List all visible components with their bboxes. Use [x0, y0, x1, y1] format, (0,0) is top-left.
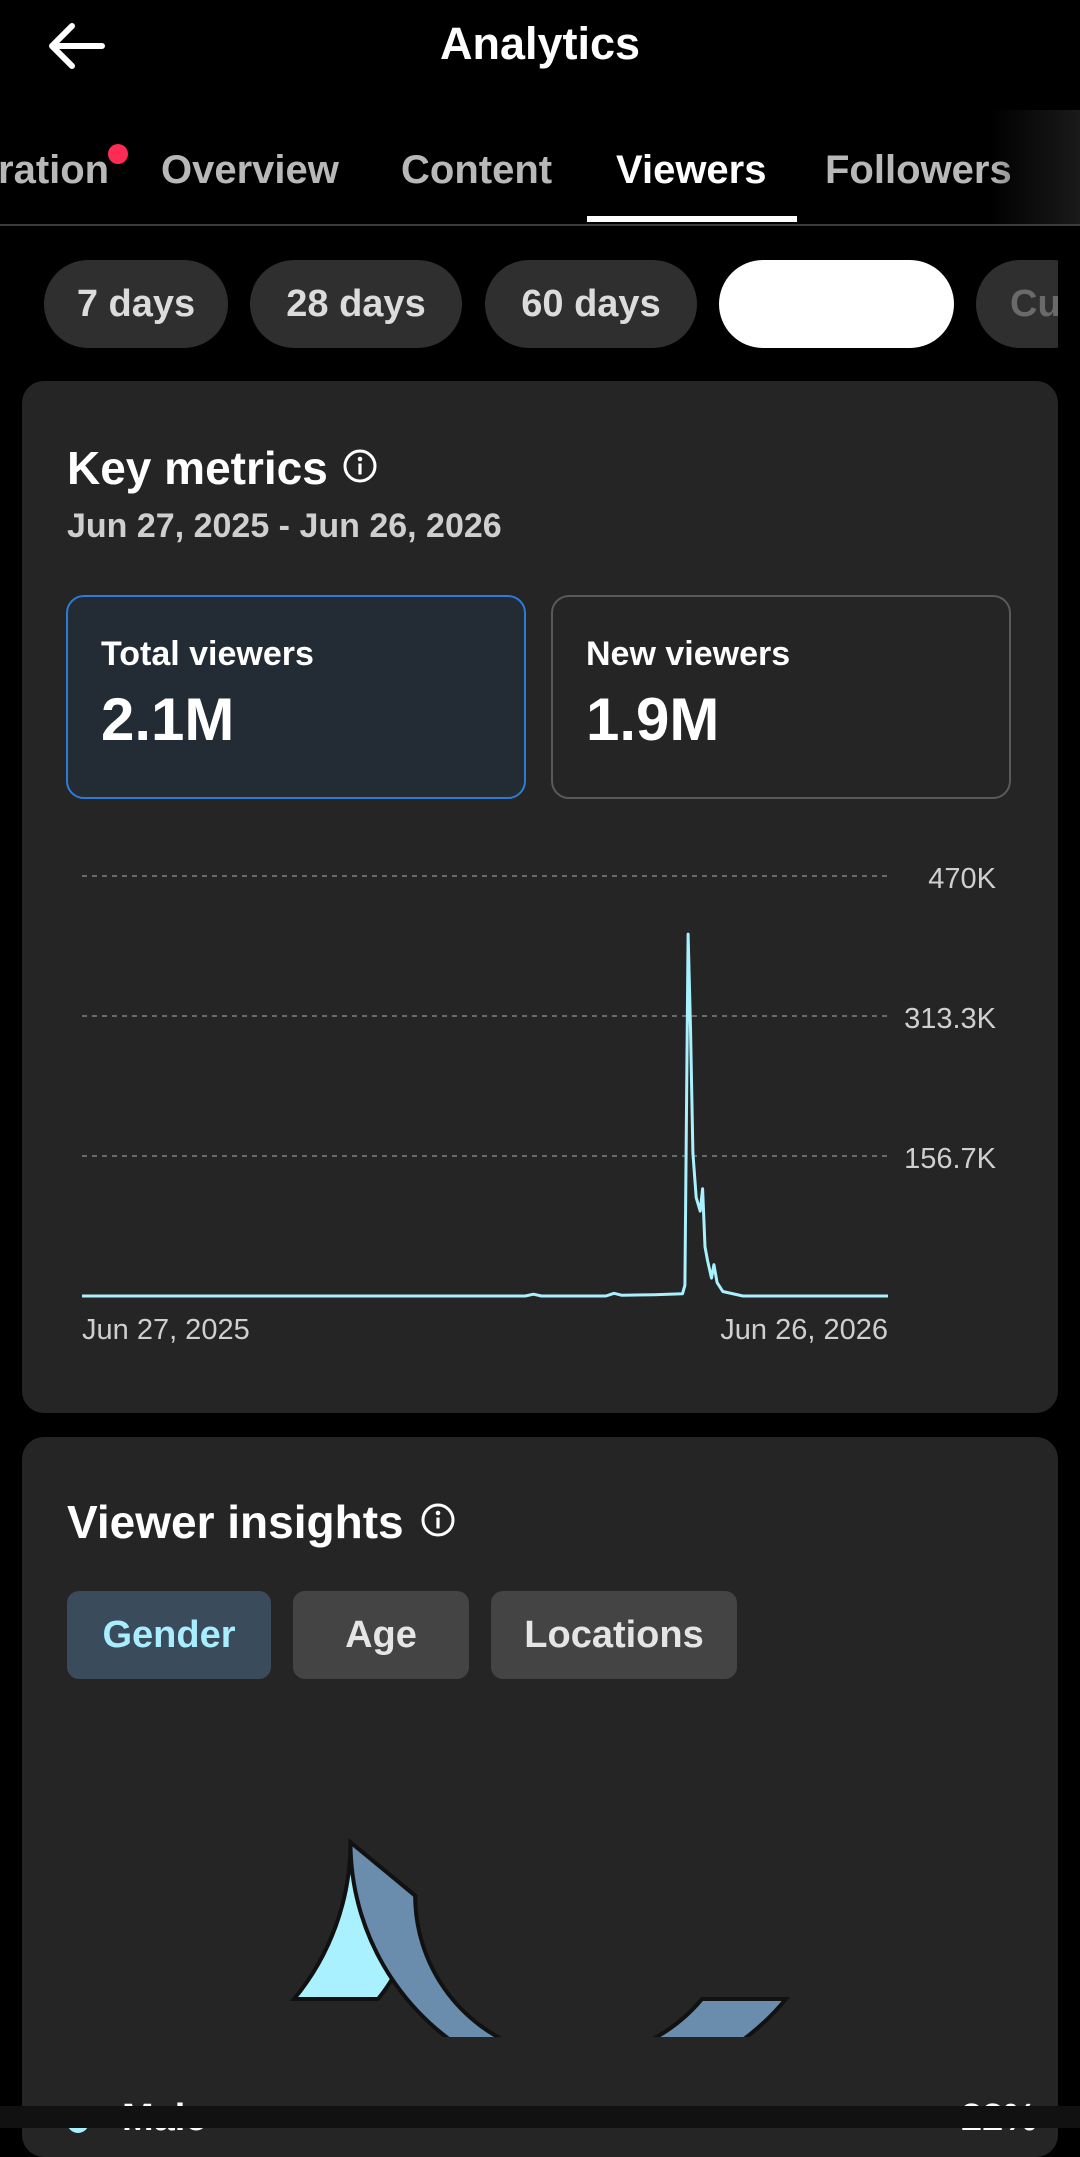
total-viewers-value: 2.1M: [101, 686, 235, 753]
period-custom[interactable]: Cu: [976, 260, 1058, 348]
total-viewers-label: Total viewers: [101, 635, 314, 673]
tab-content[interactable]: Content: [401, 148, 553, 192]
gauge-segment-female: [348, 1837, 791, 2037]
period-selected[interactable]: [719, 260, 954, 348]
viewer-insights-card: Viewer insights Gender Age Locations Mal…: [22, 1437, 1058, 2157]
viewer-insights-title: Viewer insights: [67, 1496, 404, 1548]
new-viewers-box[interactable]: New viewers 1.9M: [551, 595, 1011, 799]
viewers-line-chart[interactable]: 156.7K 313.3K 470K Jun 27, 2025 Jun 26, 2026: [22, 831, 1058, 1371]
key-metrics-title: Key metrics: [67, 442, 328, 494]
tab-followers[interactable]: Followers: [825, 148, 1012, 192]
tab-scroll-fade: [990, 110, 1080, 224]
x-tick-label: Jun 27, 2025: [82, 1314, 250, 1346]
new-viewers-value: 1.9M: [586, 686, 720, 753]
info-icon[interactable]: [342, 448, 378, 484]
date-range: Jun 27, 2025 - Jun 26, 2026: [67, 507, 502, 545]
total-viewers-box[interactable]: Total viewers 2.1M: [66, 595, 526, 799]
y-tick-label: 470K: [928, 863, 996, 895]
active-tab-indicator: [587, 216, 797, 222]
tab-inspiration[interactable]: ration: [0, 148, 110, 192]
period-selector: 7 days 28 days 60 days Cu: [0, 258, 1058, 350]
top-bar: Analytics: [0, 0, 1080, 110]
tab-bar: ration Overview Content Viewers Follower…: [0, 110, 1080, 226]
tab-viewers[interactable]: Viewers: [616, 148, 767, 192]
new-viewers-label: New viewers: [586, 635, 791, 673]
chip-age[interactable]: Age: [293, 1591, 469, 1679]
tab-overview[interactable]: Overview: [161, 148, 339, 192]
notification-dot: [108, 144, 128, 164]
page-title: Analytics: [439, 18, 641, 69]
chip-gender[interactable]: Gender: [67, 1591, 271, 1679]
bottom-bar: [0, 2106, 1080, 2128]
period-7-days[interactable]: 7 days: [44, 260, 228, 348]
period-60-days[interactable]: 60 days: [485, 260, 697, 348]
info-icon[interactable]: [420, 1502, 456, 1538]
chip-locations[interactable]: Locations: [491, 1591, 737, 1679]
y-tick-label: 313.3K: [904, 1003, 997, 1035]
viewers-series-line: [82, 932, 888, 1298]
x-tick-label: Jun 26, 2026: [720, 1314, 888, 1346]
gender-gauge-chart: [289, 1837, 791, 2037]
period-28-days[interactable]: 28 days: [250, 260, 462, 348]
arrow-left-icon[interactable]: [42, 16, 112, 76]
key-metrics-card: Key metrics Jun 27, 2025 - Jun 26, 2026 …: [22, 381, 1058, 1413]
y-tick-label: 156.7K: [904, 1143, 997, 1175]
